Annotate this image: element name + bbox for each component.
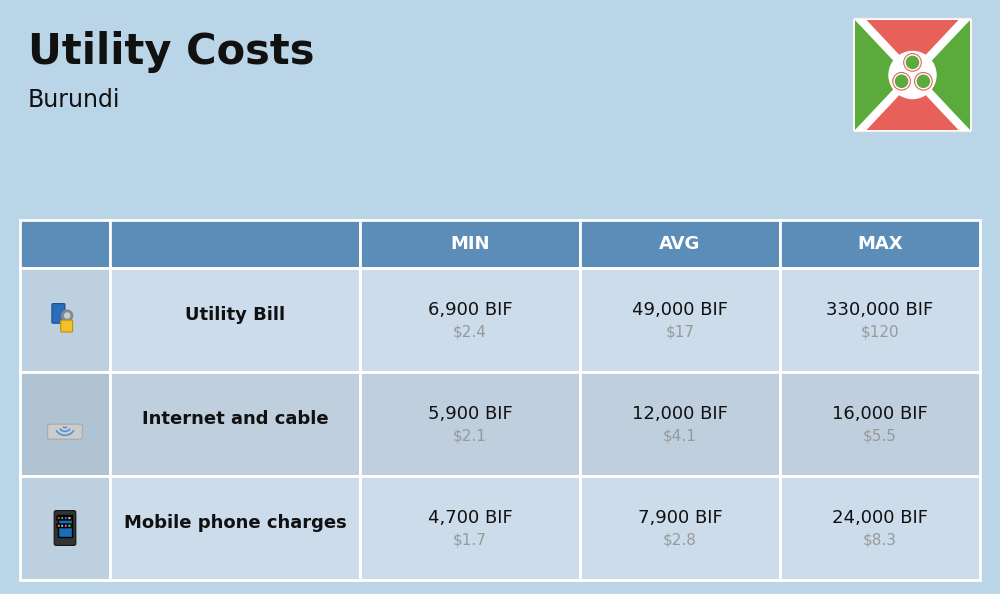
Polygon shape	[855, 20, 970, 130]
FancyBboxPatch shape	[68, 524, 71, 527]
Text: 330,000 BIF: 330,000 BIF	[826, 301, 934, 319]
Text: 5,900 BIF: 5,900 BIF	[428, 405, 512, 423]
FancyBboxPatch shape	[58, 515, 72, 537]
FancyBboxPatch shape	[20, 476, 110, 580]
Text: Mobile phone charges: Mobile phone charges	[124, 514, 346, 532]
FancyBboxPatch shape	[20, 220, 110, 268]
Text: 6,900 BIF: 6,900 BIF	[428, 301, 512, 319]
FancyBboxPatch shape	[360, 268, 580, 372]
Polygon shape	[855, 20, 912, 130]
FancyBboxPatch shape	[110, 372, 360, 476]
FancyBboxPatch shape	[580, 476, 780, 580]
Text: 12,000 BIF: 12,000 BIF	[632, 405, 728, 423]
Text: MAX: MAX	[857, 235, 903, 253]
Wedge shape	[59, 428, 71, 432]
FancyBboxPatch shape	[853, 18, 972, 132]
FancyBboxPatch shape	[110, 268, 360, 372]
FancyBboxPatch shape	[110, 220, 360, 268]
FancyBboxPatch shape	[64, 524, 68, 527]
FancyBboxPatch shape	[61, 524, 64, 527]
Text: MIN: MIN	[450, 235, 490, 253]
FancyBboxPatch shape	[57, 524, 61, 527]
Circle shape	[888, 51, 937, 99]
FancyBboxPatch shape	[580, 220, 780, 268]
Polygon shape	[855, 20, 970, 75]
FancyBboxPatch shape	[580, 372, 780, 476]
Text: Utility Bill: Utility Bill	[185, 306, 285, 324]
FancyBboxPatch shape	[580, 268, 780, 372]
FancyBboxPatch shape	[64, 516, 68, 520]
FancyBboxPatch shape	[360, 372, 580, 476]
Circle shape	[64, 312, 70, 319]
FancyBboxPatch shape	[20, 372, 110, 476]
FancyBboxPatch shape	[52, 304, 65, 323]
FancyBboxPatch shape	[54, 511, 76, 545]
Text: $8.3: $8.3	[863, 532, 897, 548]
FancyBboxPatch shape	[360, 476, 580, 580]
Circle shape	[895, 74, 908, 88]
Text: 24,000 BIF: 24,000 BIF	[832, 509, 928, 527]
FancyBboxPatch shape	[61, 320, 73, 332]
FancyBboxPatch shape	[780, 372, 980, 476]
FancyBboxPatch shape	[61, 516, 64, 520]
Text: Internet and cable: Internet and cable	[142, 410, 328, 428]
Wedge shape	[55, 430, 75, 436]
FancyBboxPatch shape	[780, 220, 980, 268]
Text: 49,000 BIF: 49,000 BIF	[632, 301, 728, 319]
Polygon shape	[855, 20, 970, 130]
Text: $2.1: $2.1	[453, 428, 487, 444]
Text: $2.8: $2.8	[663, 532, 697, 548]
Text: $2.4: $2.4	[453, 324, 487, 340]
Text: 7,900 BIF: 7,900 BIF	[638, 509, 722, 527]
Polygon shape	[912, 20, 970, 130]
Text: $4.1: $4.1	[663, 428, 697, 444]
FancyBboxPatch shape	[68, 516, 71, 520]
Text: Utility Costs: Utility Costs	[28, 31, 314, 73]
FancyBboxPatch shape	[110, 476, 360, 580]
Polygon shape	[855, 75, 970, 130]
Text: Burundi: Burundi	[28, 88, 120, 112]
Text: 4,700 BIF: 4,700 BIF	[428, 509, 512, 527]
Text: $1.7: $1.7	[453, 532, 487, 548]
Text: $5.5: $5.5	[863, 428, 897, 444]
FancyBboxPatch shape	[780, 476, 980, 580]
Circle shape	[917, 74, 930, 88]
Wedge shape	[62, 426, 68, 428]
FancyBboxPatch shape	[57, 516, 61, 520]
Circle shape	[61, 309, 73, 322]
FancyBboxPatch shape	[20, 268, 110, 372]
FancyBboxPatch shape	[360, 220, 580, 268]
FancyBboxPatch shape	[780, 268, 980, 372]
Circle shape	[906, 56, 919, 69]
Text: 16,000 BIF: 16,000 BIF	[832, 405, 928, 423]
Text: AVG: AVG	[659, 235, 701, 253]
Text: $17: $17	[666, 324, 694, 340]
FancyBboxPatch shape	[48, 424, 82, 439]
Text: $120: $120	[861, 324, 899, 340]
